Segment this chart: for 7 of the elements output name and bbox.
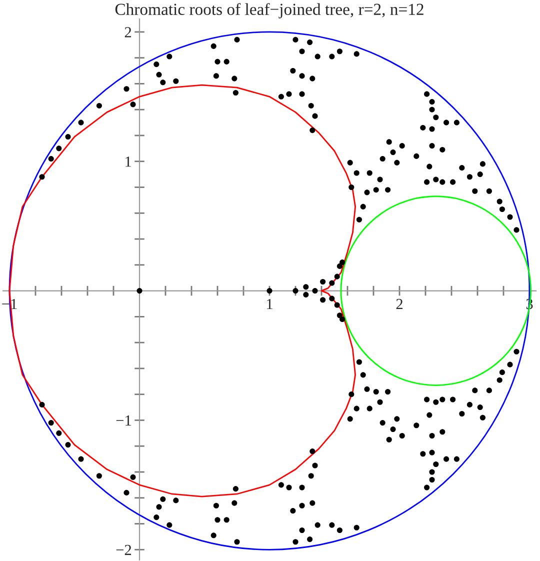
y-tick-label: 1 bbox=[126, 156, 131, 167]
chart-title: Chromatic roots of leaf−joined tree, r=2, n=12 bbox=[115, 3, 424, 18]
y-tick-label: 2 bbox=[124, 27, 132, 38]
y-tick-label: −2 bbox=[116, 544, 132, 555]
x-tick-label: 2 bbox=[396, 298, 402, 310]
x-tick-label: 1 bbox=[267, 298, 272, 310]
y-tick-label: −1 bbox=[116, 415, 131, 426]
